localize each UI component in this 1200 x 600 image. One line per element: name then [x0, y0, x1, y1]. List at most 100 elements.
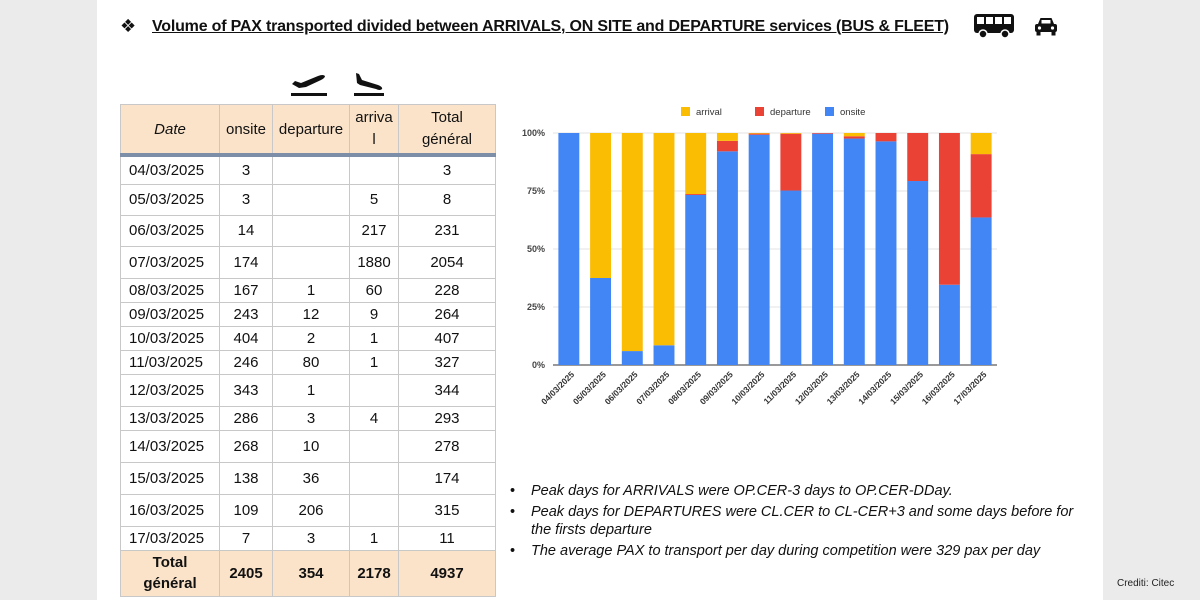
cell-arrival — [349, 493, 399, 527]
x-tick-label: 15/03/2025 — [888, 369, 925, 406]
x-tick-label: 13/03/2025 — [825, 369, 862, 406]
cell-departure: 1 — [272, 277, 350, 303]
y-tick-label: 75% — [527, 186, 545, 196]
cell-total: 407 — [398, 325, 496, 351]
bar-segment-departure — [875, 133, 897, 142]
pax-table: Date onsite departure arriva l Total gén… — [120, 104, 496, 597]
x-tick-label: 17/03/2025 — [951, 369, 988, 406]
cell-arrival — [349, 429, 399, 463]
cell-total: 327 — [398, 349, 496, 375]
note-item: Peak days for ARRIVALS were OP.CER-3 day… — [510, 482, 1090, 500]
cell-onsite: 3 — [219, 183, 273, 216]
legend-label-departure: departure — [770, 107, 811, 118]
bar-segment-arrival — [685, 133, 707, 195]
cell-onsite: 14 — [219, 214, 273, 247]
cell-departure: 1 — [272, 373, 350, 407]
cell-departure: 10 — [272, 429, 350, 463]
cell-date: 05/03/2025 — [120, 183, 220, 216]
table-row: 07/03/2025 174 1880 2054 — [120, 245, 496, 279]
cell-total: 264 — [398, 301, 496, 327]
cell-total: 174 — [398, 461, 496, 495]
bar-segment-onsite — [653, 345, 675, 365]
cell-arrival: 1 — [349, 349, 399, 375]
cell-departure: 80 — [272, 349, 350, 375]
bar-segment-onsite — [558, 133, 580, 365]
table-row: 12/03/2025 343 1 344 — [120, 373, 496, 407]
diamond-bullet-icon: ❖ — [120, 16, 137, 37]
note-item: Peak days for DEPARTURES were CL.CER to … — [510, 503, 1090, 539]
table-row: 14/03/2025 268 10 278 — [120, 429, 496, 463]
cell-date: 12/03/2025 — [120, 373, 220, 407]
bar-segment-arrival — [621, 133, 643, 352]
header-date: Date — [120, 104, 220, 157]
cell-arrival: 60 — [349, 277, 399, 303]
cell-onsite: 167 — [219, 277, 273, 303]
header-arrival: arriva l — [349, 104, 399, 157]
bus-icon — [974, 14, 1014, 39]
cell-total: 11 — [398, 525, 496, 551]
cell-onsite: 268 — [219, 429, 273, 463]
total-arrival: 2178 — [349, 549, 399, 597]
table-row: 13/03/2025 286 3 4 293 — [120, 405, 496, 431]
y-tick-label: 0% — [532, 360, 545, 370]
total-departure: 354 — [272, 549, 350, 597]
cell-date: 07/03/2025 — [120, 245, 220, 279]
bar-segment-arrival — [843, 133, 865, 137]
stacked-percent-bar-chart: 0% 25% 50% 75% 100% 04/03/202505/03/202506/03… — [522, 107, 997, 406]
cell-departure — [272, 154, 350, 185]
cell-departure: 3 — [272, 525, 350, 551]
cell-total: 228 — [398, 277, 496, 303]
bar-segment-departure — [907, 133, 929, 182]
cell-total: 2054 — [398, 245, 496, 279]
cell-onsite: 246 — [219, 349, 273, 375]
cell-onsite: 174 — [219, 245, 273, 279]
bar-segment-arrival — [780, 133, 802, 134]
cell-total: 8 — [398, 183, 496, 216]
cell-departure — [272, 245, 350, 279]
total-total: 4937 — [398, 549, 496, 597]
bar-segment-onsite — [748, 134, 770, 365]
cell-onsite: 286 — [219, 405, 273, 431]
legend-label-arrival: arrival — [696, 107, 722, 118]
slide-title: Volume of PAX transported divided betwee… — [152, 18, 949, 35]
cell-total: 315 — [398, 493, 496, 527]
credit-text: Crediti: Citec — [1117, 578, 1175, 589]
bar-segment-arrival — [716, 133, 738, 141]
cell-date: 08/03/2025 — [120, 277, 220, 303]
x-tick-label: 05/03/2025 — [571, 369, 608, 406]
x-tick-label: 04/03/2025 — [539, 369, 576, 406]
cell-departure: 206 — [272, 493, 350, 527]
x-tick-label: 12/03/2025 — [793, 369, 830, 406]
cell-arrival: 9 — [349, 301, 399, 327]
bar-segment-departure — [716, 140, 738, 152]
car-icon — [1035, 18, 1057, 36]
table-row: 04/03/2025 3 3 — [120, 154, 496, 185]
bar-segment-onsite — [812, 133, 834, 365]
header-total: Total général — [398, 104, 496, 157]
x-tick-label: 16/03/2025 — [920, 369, 957, 406]
cell-arrival: 4 — [349, 405, 399, 431]
bar-segment-onsite — [685, 194, 707, 365]
cell-date: 13/03/2025 — [120, 405, 220, 431]
bar-segment-arrival — [653, 133, 675, 346]
bar-segment-onsite — [875, 141, 897, 365]
cell-departure — [272, 214, 350, 247]
cell-date: 04/03/2025 — [120, 154, 220, 185]
bar-segment-departure — [938, 133, 960, 285]
bar-segment-onsite — [843, 138, 865, 365]
total-onsite: 2405 — [219, 549, 273, 597]
bar-segment-departure — [685, 194, 707, 195]
table-total-row: Total général 2405 354 2178 4937 — [120, 549, 496, 597]
table-row: 17/03/2025 7 3 1 11 — [120, 525, 496, 551]
table-row: 10/03/2025 404 2 1 407 — [120, 325, 496, 351]
legend-label-onsite: onsite — [840, 107, 865, 118]
y-tick-label: 50% — [527, 244, 545, 254]
cell-date: 14/03/2025 — [120, 429, 220, 463]
y-tick-label: 25% — [527, 302, 545, 312]
cell-date: 16/03/2025 — [120, 493, 220, 527]
x-tick-label: 14/03/2025 — [856, 369, 893, 406]
table-row: 09/03/2025 243 12 9 264 — [120, 301, 496, 327]
cell-total: 344 — [398, 373, 496, 407]
notes-list: Peak days for ARRIVALS were OP.CER-3 day… — [510, 482, 1090, 563]
table-row: 16/03/2025 109 206 315 — [120, 493, 496, 527]
